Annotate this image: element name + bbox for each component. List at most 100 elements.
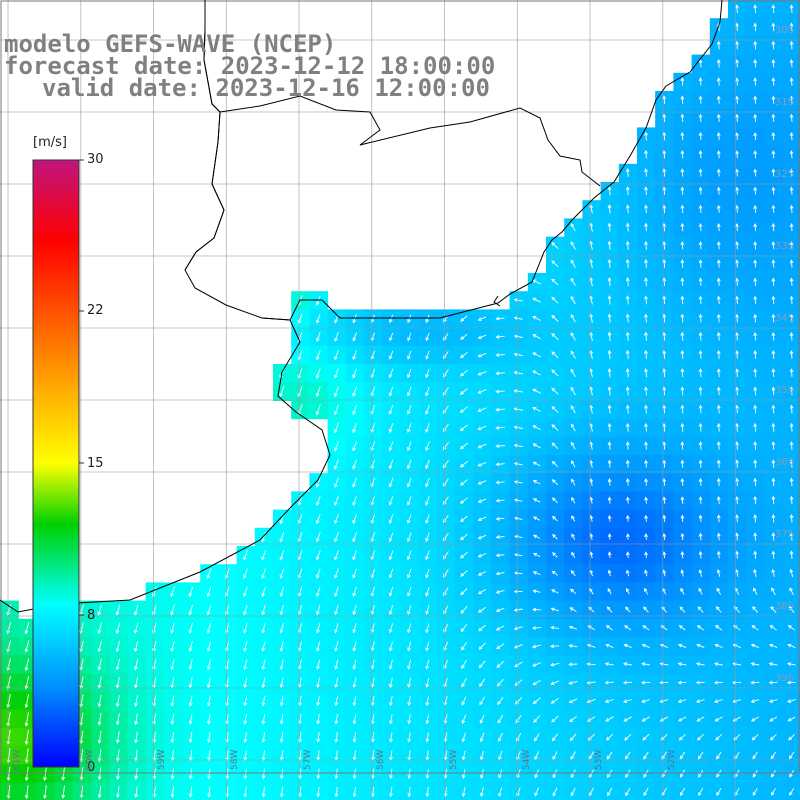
wind-cell (782, 582, 800, 602)
wind-arrow (607, 258, 612, 269)
coast-detail (493, 295, 501, 307)
wind-arrow (641, 699, 651, 703)
wind-arrow (716, 186, 721, 195)
wind-arrow (407, 568, 412, 579)
lon-label-59w: 59W (157, 749, 167, 770)
wind-arrow (753, 40, 758, 50)
wind-arrow (698, 569, 703, 577)
wind-arrow (425, 550, 430, 561)
wind-arrow (570, 368, 576, 378)
wind-arrow (534, 751, 540, 761)
wind-arrow (495, 371, 505, 376)
wind-arrow (388, 641, 393, 652)
wind-arrow (279, 386, 285, 398)
wind-arrow (352, 459, 358, 470)
wind-arrow (624, 625, 632, 631)
wind-arrow (388, 386, 394, 397)
lon-label-52w: 52W (667, 749, 677, 770)
wind-arrow (24, 785, 29, 800)
wind-arrow (698, 514, 703, 523)
wind-arrow (716, 131, 721, 141)
wind-arrow (770, 606, 777, 613)
wind-arrow (550, 680, 560, 685)
wind-arrow (789, 495, 794, 505)
wind-arrow (751, 734, 759, 741)
wind-arrow (389, 714, 393, 725)
wind-arrow (680, 186, 685, 195)
wind-arrow (97, 622, 103, 635)
wind-arrow (735, 132, 739, 141)
wind-arrow (459, 497, 468, 504)
wind-arrow (644, 404, 648, 414)
wind-arrow (680, 459, 685, 468)
wind-arrow (261, 786, 266, 798)
wind-arrow (735, 277, 739, 286)
wind-arrow (279, 568, 285, 579)
wind-arrow (768, 680, 778, 685)
wind-arrow (716, 459, 721, 468)
wind-arrow (605, 625, 613, 631)
wind-arrow (680, 404, 685, 414)
wind-arrow (660, 733, 668, 741)
wind-arrow (625, 551, 630, 559)
wind-arrow (513, 316, 523, 321)
wind-arrow (388, 477, 394, 488)
wind-arrow (716, 386, 721, 396)
wind-arrow (733, 625, 741, 631)
wind-arrow (753, 331, 758, 341)
wind-arrow (625, 587, 630, 595)
wind-arrow (279, 532, 285, 543)
wind-arrow (789, 131, 794, 141)
wind-arrow (497, 696, 504, 706)
wind-arrow (680, 259, 685, 268)
wind-arrow (644, 514, 648, 522)
wind-arrow (716, 95, 721, 104)
wind-arrow (769, 643, 778, 649)
wind-arrow (735, 241, 739, 250)
wind-arrow (261, 586, 266, 598)
wind-arrow (789, 222, 794, 232)
wind-arrow (789, 277, 794, 286)
wind-arrow (170, 731, 175, 744)
wind-arrow (551, 442, 559, 450)
wind-arrow (115, 695, 120, 708)
wind-arrow (425, 496, 430, 506)
wind-arrow (532, 697, 541, 705)
wind-arrow (116, 786, 120, 799)
wind-arrow (513, 370, 524, 375)
wind-arrow (604, 699, 614, 703)
wind-arrow (334, 386, 339, 398)
wind-arrow (753, 568, 757, 578)
wind-arrow (97, 785, 102, 799)
wind-arrow (425, 368, 430, 379)
wind-arrow (789, 477, 794, 487)
wind-arrow (716, 58, 721, 68)
wind-arrow (607, 277, 612, 287)
wind-arrow (495, 625, 505, 631)
wind-arrow (389, 696, 393, 707)
wind-arrow (662, 514, 667, 522)
wind-arrow (115, 622, 121, 635)
wind-arrow (750, 716, 760, 722)
wind-arrow (532, 443, 541, 449)
lat-label-33s: 33S (774, 241, 794, 252)
wind-arrow (716, 587, 721, 595)
wind-arrow (551, 278, 559, 286)
wind-arrow (642, 733, 650, 741)
lat-label-35s: 35S (774, 385, 794, 396)
wind-arrow (680, 113, 685, 123)
wind-arrow (625, 277, 630, 287)
wind-arrow (570, 751, 576, 760)
wind-arrow (771, 150, 776, 159)
wind-arrow (188, 622, 193, 634)
wind-arrow (279, 550, 285, 561)
wind-arrow (680, 349, 685, 359)
wind-arrow (477, 352, 487, 358)
wind-arrow (170, 604, 175, 616)
wind-arrow (388, 404, 394, 415)
valid-date: valid date: 2023-12-16 12:00:00 (42, 74, 490, 102)
lat-label-39s: 39S (774, 673, 794, 684)
wind-arrow (134, 731, 138, 744)
wind-arrow (771, 477, 776, 487)
wind-arrow (207, 786, 211, 798)
